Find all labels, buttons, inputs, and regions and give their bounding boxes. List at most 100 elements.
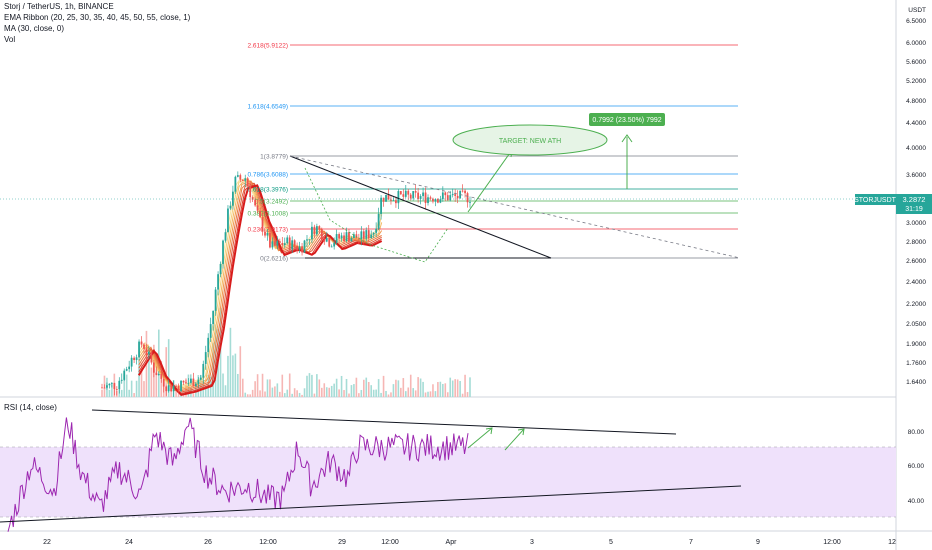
candle-body xyxy=(212,310,215,325)
candle-body xyxy=(461,190,464,192)
candle-body xyxy=(330,246,333,248)
price-tick-label: 4.0000 xyxy=(906,145,926,152)
indicator-rsi[interactable]: RSI (14, close) xyxy=(4,403,57,412)
candle-body xyxy=(377,213,380,229)
price-tick-label: 4.8000 xyxy=(906,98,926,105)
candle-body xyxy=(325,237,328,242)
candle-body xyxy=(402,194,405,197)
rsi-support-line[interactable] xyxy=(0,485,742,523)
indicator-ma[interactable]: MA (30, close, 0) xyxy=(4,24,65,33)
candle-body xyxy=(256,205,259,211)
candle-body xyxy=(234,176,237,192)
candle-body xyxy=(298,246,301,250)
candle-body xyxy=(456,195,459,199)
time-tick-label: 3 xyxy=(530,539,534,546)
candle-body xyxy=(365,230,368,239)
candle-body xyxy=(187,382,190,384)
candle-body xyxy=(429,197,432,199)
volume-bar xyxy=(256,374,259,397)
volume-bar xyxy=(192,393,195,397)
volume-bar xyxy=(195,381,197,397)
volume-bar xyxy=(170,387,172,397)
volume-bar xyxy=(419,378,422,397)
fib-retracement[interactable]: 2.618(5.9122) 1.618(4.6549) 1(3.8779) 0.786… xyxy=(248,43,738,263)
candle-body xyxy=(185,382,187,384)
volume-bar xyxy=(387,394,390,397)
volume-bar xyxy=(380,392,382,397)
price-tick-label: 1.7600 xyxy=(906,360,926,367)
candle-body xyxy=(469,201,471,203)
swing-path-line[interactable] xyxy=(304,167,449,263)
symbol-title[interactable]: Storj / TetherUS, 1h, BINANCE xyxy=(4,2,114,11)
volume-bar xyxy=(397,380,400,397)
price-tick-label: 2.6000 xyxy=(906,258,926,265)
measure-label: 0.7992 (23.50%) 7992 xyxy=(592,117,661,124)
candle-body xyxy=(128,366,131,370)
time-tick-label: 9 xyxy=(756,539,760,546)
volume-bar xyxy=(224,385,227,397)
price-tick-label: 2.2000 xyxy=(906,301,926,308)
candle-body xyxy=(340,235,343,239)
volume-bar xyxy=(325,387,328,397)
volume-bar xyxy=(288,373,291,397)
candle-body xyxy=(328,237,331,247)
volume-bar xyxy=(469,377,471,397)
volume-bar xyxy=(318,379,321,397)
candle-body xyxy=(120,379,123,381)
volume-bar xyxy=(392,384,395,397)
fib-level-label: 2.618(5.9122) xyxy=(248,43,288,50)
candle-body xyxy=(261,217,264,232)
candle-body xyxy=(390,199,392,201)
candle-body xyxy=(412,191,415,199)
volume-bar xyxy=(251,389,254,397)
volume-bar xyxy=(286,389,289,397)
candle-body xyxy=(224,232,227,241)
indicator-ema-ribbon[interactable]: EMA Ribbon (20, 25, 30, 35, 40, 45, 50, … xyxy=(4,13,191,22)
volume-bar xyxy=(311,374,313,397)
candle-body xyxy=(362,231,365,239)
volume-bar xyxy=(130,380,133,397)
ema-ribbon-line xyxy=(137,184,383,397)
volume-bar xyxy=(232,355,234,397)
candle-body xyxy=(165,386,168,392)
volume-bar xyxy=(459,380,461,397)
candle-body xyxy=(439,199,442,203)
measure-label-box[interactable] xyxy=(589,113,665,126)
candle-body xyxy=(180,380,182,392)
volume-bar xyxy=(293,388,296,397)
countdown-label: 31:19 xyxy=(905,206,923,213)
candle-body xyxy=(172,385,175,392)
volume-bar xyxy=(335,378,338,397)
candle-body xyxy=(148,351,150,355)
candle-body xyxy=(293,240,296,246)
time-axis[interactable]: 22 24 26 12:00 29 12:00 Apr 3 5 7 9 12:00 12 xyxy=(43,539,896,546)
indicator-vol[interactable]: Vol xyxy=(4,35,16,44)
rsi-resistance-line[interactable] xyxy=(91,409,677,435)
rsi-arrow-2[interactable] xyxy=(504,428,525,451)
volume-bar xyxy=(254,381,256,397)
rsi-arrow-1[interactable] xyxy=(467,427,493,449)
volume-bar xyxy=(449,377,452,397)
rsi-tick-label: 60.00 xyxy=(908,463,925,470)
candle-body xyxy=(320,229,323,240)
volume-bar xyxy=(456,379,459,397)
volume-bar xyxy=(148,350,150,397)
fib-level-label: 1.618(4.6549) xyxy=(248,104,288,111)
volume-bar xyxy=(120,389,123,397)
candle-body xyxy=(427,197,429,203)
target-arrow-line[interactable] xyxy=(467,149,513,213)
price-tick-label: 6.0000 xyxy=(906,40,926,47)
dashed-projection-line[interactable] xyxy=(289,155,741,259)
volume-bar xyxy=(348,393,350,397)
candle-body xyxy=(315,226,318,235)
candle-body xyxy=(219,263,222,275)
rsi-axis[interactable]: 80.00 60.00 40.00 xyxy=(908,429,925,505)
volume-bar xyxy=(306,375,308,397)
price-tick-label: 6.5000 xyxy=(906,18,926,25)
candle-body xyxy=(286,237,289,244)
candle-body xyxy=(244,178,247,181)
candle-body xyxy=(385,194,387,202)
target-ellipse[interactable] xyxy=(452,124,608,156)
descending-trendline[interactable] xyxy=(289,155,552,259)
